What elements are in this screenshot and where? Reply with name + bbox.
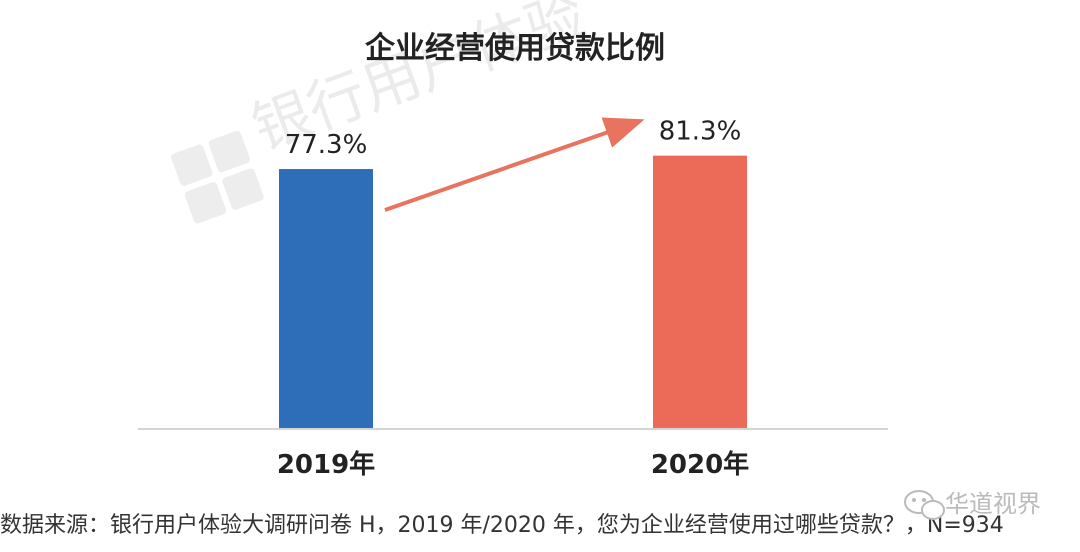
corner-watermark-text: 华道视界 [945,490,1041,518]
category-labels-group: 2019年 2020年 [277,449,749,480]
bar-value-label-0: 77.3% [285,130,368,160]
trend-arrow [384,117,645,212]
source-note: 数据来源：银行用户体验大调研问卷 H，2019 年/2020 年，您为企业经营使… [0,513,1004,538]
chart-title: 企业经营使用贷款比例 [365,31,665,66]
bar-value-label-1: 81.3% [659,117,742,147]
corner-watermark: 华道视界 [904,490,1041,520]
category-label-0: 2019年 [277,449,375,480]
category-label-1: 2020年 [651,449,749,480]
bar-0 [279,169,373,429]
chat-bubble-icon [904,490,945,520]
bars-group [279,155,747,429]
bar-1 [653,155,747,428]
value-labels-group: 77.3% 81.3% [285,117,742,160]
watermark-logo-icon [171,130,264,224]
